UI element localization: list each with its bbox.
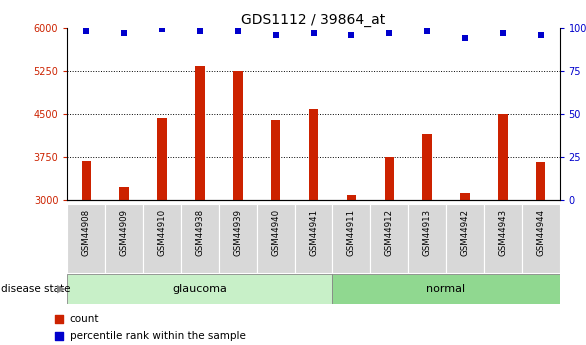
Text: GSM44944: GSM44944	[536, 209, 545, 256]
Point	[460, 35, 469, 41]
Text: disease state: disease state	[1, 284, 71, 294]
Text: GSM44938: GSM44938	[195, 209, 205, 256]
Point	[259, 260, 268, 266]
Point	[120, 30, 129, 36]
Bar	[195, 66, 205, 200]
Text: GSM44939: GSM44939	[233, 209, 242, 256]
Bar	[157, 118, 167, 200]
Point	[536, 32, 546, 37]
Text: GSM44912: GSM44912	[385, 209, 394, 256]
Point	[347, 32, 356, 37]
Text: count: count	[70, 314, 99, 324]
Text: GSM44943: GSM44943	[498, 209, 507, 256]
Bar	[295, 204, 332, 273]
Bar	[219, 204, 257, 273]
Bar	[423, 134, 432, 200]
Text: GSM44909: GSM44909	[120, 209, 129, 256]
Bar	[257, 204, 295, 273]
Bar	[67, 204, 105, 273]
Bar	[233, 71, 243, 200]
Bar	[309, 109, 318, 200]
Point	[233, 28, 243, 34]
Text: GSM44911: GSM44911	[347, 209, 356, 256]
Bar	[332, 274, 560, 304]
Point	[309, 30, 318, 36]
Bar	[271, 120, 280, 200]
Point	[195, 28, 205, 34]
Bar	[446, 204, 484, 273]
Text: glaucoma: glaucoma	[172, 284, 227, 294]
Bar	[460, 193, 470, 200]
Bar	[105, 204, 143, 273]
Point	[498, 30, 507, 36]
Bar	[81, 161, 91, 200]
Point	[384, 30, 394, 36]
Point	[271, 32, 280, 37]
Bar	[67, 274, 332, 304]
Text: GSM44910: GSM44910	[158, 209, 166, 256]
Point	[259, 104, 268, 109]
Bar	[181, 204, 219, 273]
Text: GSM44908: GSM44908	[82, 209, 91, 256]
Bar	[408, 204, 446, 273]
Bar	[384, 157, 394, 200]
Point	[423, 28, 432, 34]
Point	[158, 27, 167, 32]
Bar	[332, 204, 370, 273]
Bar	[370, 204, 408, 273]
Text: percentile rank within the sample: percentile rank within the sample	[70, 332, 246, 341]
Bar	[498, 114, 507, 200]
Bar	[522, 204, 560, 273]
Text: GSM44913: GSM44913	[423, 209, 432, 256]
Text: GSM44941: GSM44941	[309, 209, 318, 256]
Text: ▶: ▶	[57, 284, 66, 294]
Text: GSM44942: GSM44942	[461, 209, 469, 256]
Bar	[347, 195, 356, 200]
Bar	[536, 162, 546, 200]
Text: normal: normal	[427, 284, 466, 294]
Text: GSM44940: GSM44940	[271, 209, 280, 256]
Bar	[120, 187, 129, 200]
Bar	[484, 204, 522, 273]
Bar	[143, 204, 181, 273]
Point	[81, 28, 91, 34]
Title: GDS1112 / 39864_at: GDS1112 / 39864_at	[241, 12, 386, 27]
